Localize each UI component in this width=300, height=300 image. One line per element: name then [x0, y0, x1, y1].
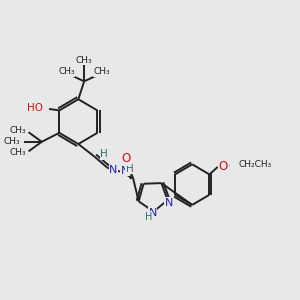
Text: CH₃: CH₃	[4, 137, 20, 146]
Text: CH₃: CH₃	[10, 126, 26, 135]
Text: N: N	[148, 208, 157, 218]
Text: CH₃: CH₃	[10, 148, 26, 157]
Text: H: H	[126, 164, 134, 173]
Text: O: O	[219, 160, 228, 172]
Text: HO: HO	[27, 103, 43, 113]
Text: N: N	[165, 198, 173, 208]
Text: CH₂CH₃: CH₂CH₃	[239, 160, 272, 169]
Text: CH₃: CH₃	[58, 67, 75, 76]
Text: CH₃: CH₃	[93, 67, 110, 76]
Text: N: N	[109, 165, 117, 175]
Text: CH₃: CH₃	[76, 56, 92, 64]
Text: O: O	[121, 152, 130, 166]
Text: N: N	[121, 166, 129, 176]
Text: H: H	[100, 149, 108, 159]
Text: H: H	[145, 212, 152, 222]
